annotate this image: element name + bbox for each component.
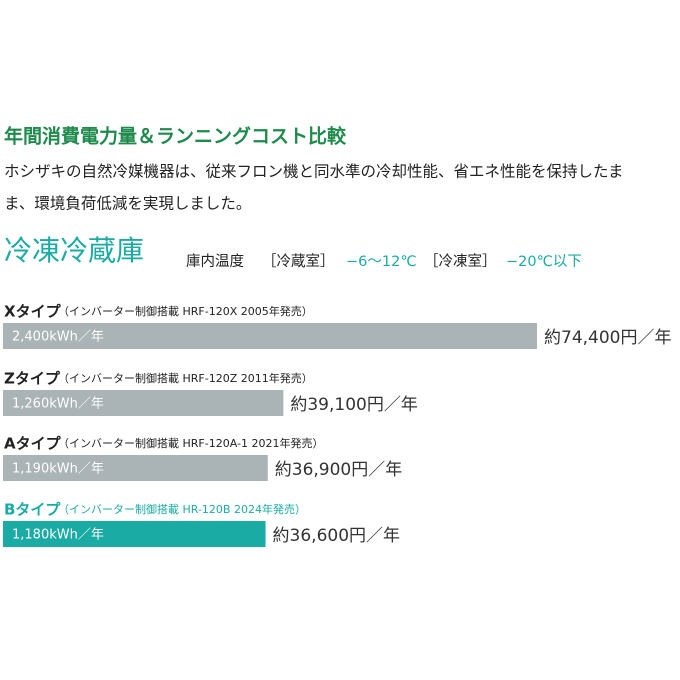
bar xyxy=(3,323,537,349)
category-label: Xタイプ xyxy=(4,303,62,321)
category-label: Bタイプ xyxy=(4,501,61,519)
category-label: Aタイプ xyxy=(4,435,62,453)
value-label: 1,190kWh／年 xyxy=(12,462,104,477)
description: ま、環境負荷低減を実現しました。 xyxy=(4,194,251,213)
temp-value: −20℃以下 xyxy=(506,254,582,270)
subtitle: 冷凍冷蔵庫 xyxy=(4,234,144,267)
value-label: 1,180kWh／年 xyxy=(12,528,104,543)
bar xyxy=(3,390,284,416)
category-note: （インバーター制御搭載 HRF-120X 2005年発売） xyxy=(58,304,313,318)
cost-label: 約74,400円／年 xyxy=(544,328,671,348)
cost-label: 約36,600円／年 xyxy=(273,526,400,546)
value-label: 1,260kWh／年 xyxy=(12,397,104,412)
category-note: （インバーター制御搭載 HRF-120A-1 2021年発売） xyxy=(58,436,323,450)
temp-label: ［冷蔵室］ xyxy=(262,253,335,270)
category-label: Zタイプ xyxy=(4,370,61,388)
temp-label: ［冷凍室］ xyxy=(424,253,497,270)
chart-title: 年間消費電力量＆ランニングコスト比較 xyxy=(4,125,347,148)
temp-label: 庫内温度 xyxy=(186,253,244,270)
category-note: （インバーター制御搭載 HRF-120Z 2011年発売） xyxy=(58,371,313,385)
category-note: （インバーター制御搭載 HR-120B 2024年発売） xyxy=(58,502,306,516)
temp-value: −6〜12℃ xyxy=(346,254,417,270)
bar xyxy=(3,455,268,481)
cost-label: 約36,900円／年 xyxy=(275,460,402,480)
description: ホシザキの自然冷媒機器は、従来フロン機と同水準の冷却性能、省エネ性能を保持したま xyxy=(4,163,624,181)
cost-label: 約39,100円／年 xyxy=(290,395,417,415)
value-label: 2,400kWh／年 xyxy=(12,330,104,345)
bar xyxy=(3,521,266,547)
